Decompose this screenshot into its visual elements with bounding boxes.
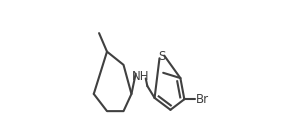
Text: Br: Br [196, 93, 209, 106]
Text: S: S [158, 50, 166, 63]
Text: NH: NH [132, 70, 150, 83]
